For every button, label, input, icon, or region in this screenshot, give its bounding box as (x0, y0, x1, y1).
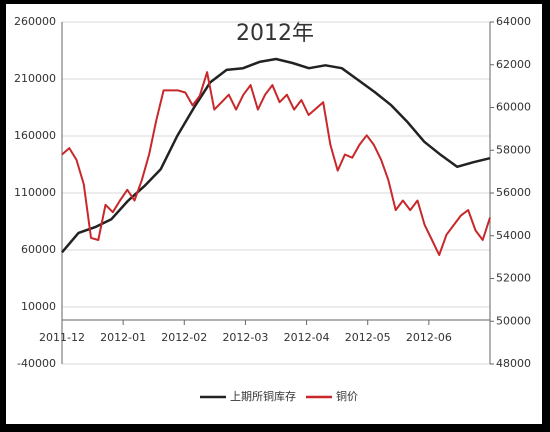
legend-label: 上期所铜库存 (230, 389, 296, 403)
y-tick-label: 10000 (21, 300, 56, 313)
x-tick-label: 2011-12 (39, 331, 85, 344)
series-line (61, 57, 491, 254)
y-tick-label: 160000 (14, 129, 56, 142)
x-tick-label: 2012-05 (345, 331, 391, 344)
x-tick-label: 2012-06 (406, 331, 452, 344)
y-tick-label: 60000 (21, 243, 56, 256)
x-tick-label: 2012-03 (222, 331, 268, 344)
y-tick-label: 110000 (14, 186, 56, 199)
y-tick-label: -40000 (17, 357, 56, 370)
y2-tick-label: 48000 (496, 357, 531, 370)
y-tick-label: 210000 (14, 72, 56, 85)
x-tick-label: 2012-04 (284, 331, 330, 344)
y-tick-label: 260000 (14, 15, 56, 28)
x-tick-label: 2012-01 (100, 331, 146, 344)
x-tick-label: 2012-02 (161, 331, 207, 344)
y2-tick-label: 60000 (496, 101, 531, 114)
series-line (61, 71, 491, 256)
y2-tick-label: 52000 (496, 272, 531, 285)
y2-tick-label: 62000 (496, 58, 531, 71)
y2-tick-label: 50000 (496, 314, 531, 327)
legend-label: 铜价 (336, 389, 358, 403)
y2-tick-label: 54000 (496, 229, 531, 242)
y2-tick-label: 58000 (496, 143, 531, 156)
y2-tick-label: 56000 (496, 186, 531, 199)
panel (6, 4, 542, 424)
y2-tick-label: 64000 (496, 15, 531, 28)
chart-title: 2012年 (236, 21, 314, 46)
